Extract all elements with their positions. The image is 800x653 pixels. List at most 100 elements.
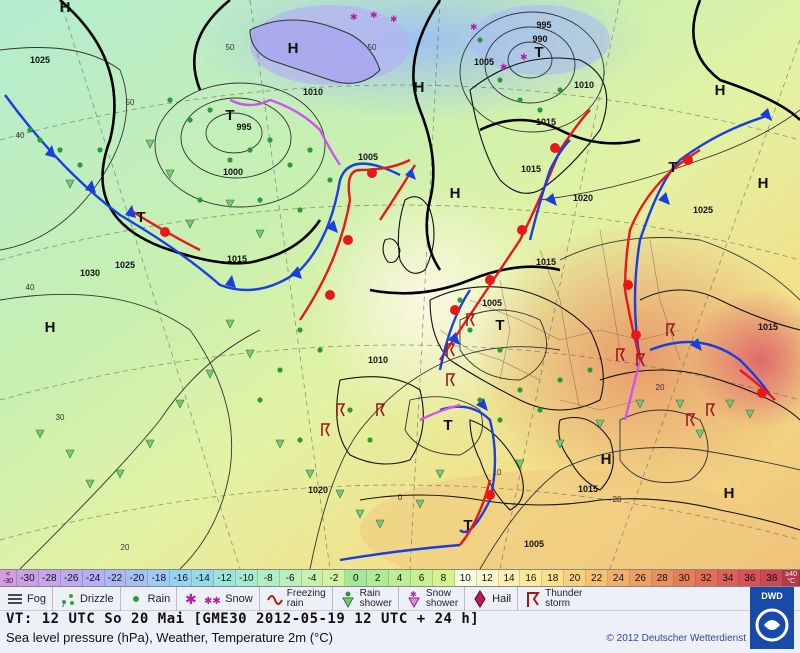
cold-front-east [633,113,771,361]
thunderstorm-symbol [376,403,386,417]
pressure-center-label: T [136,209,145,226]
occlusion [623,359,642,421]
rain-shower-icon [341,591,354,608]
fog-icon [8,593,22,604]
rain-symbol [327,177,333,183]
pressure-center-label: H [724,485,735,502]
pressure-center-label: H [601,451,612,468]
chart-subtitle: Sea level pressure (hPa), Weather, Tempe… [6,630,333,645]
rain-shower-symbol [745,409,755,419]
legend-fog-label: Fog [27,592,46,605]
colorbar-cell: 26 [629,570,652,586]
rain-shower-symbol [415,499,425,509]
snow-symbol: ✱ [350,13,358,23]
colorbar-cell: -2 [323,570,346,586]
colorbar-cell: -20 [126,570,149,586]
pressure-center-label: H [60,0,71,16]
grid-value-label: 50 [126,98,135,107]
colorbar-cell: -28 [38,570,61,586]
isobar-value-label: 1030 [80,268,100,278]
legend-rain-shower-label-2: shower [359,597,392,609]
rain-symbol [277,367,283,373]
colorbar-cell: 18 [542,570,565,586]
rain-shower-symbol [185,219,195,229]
rain-shower-symbol [205,369,215,379]
rain-symbol [557,377,563,383]
grid-value-label: 40 [26,283,35,292]
isobar-value-label: 1015 [536,257,556,267]
legend-thunderstorm-label-2: storm [545,597,571,609]
rain-shower-symbol [675,399,685,409]
colorbar-high-unit: °C [787,578,796,585]
pressure-center-label: H [758,175,769,192]
colorbar-low-sign: < [5,571,11,578]
rain-shower-symbol [175,399,185,409]
legend-rain: Rain [121,586,178,611]
rain-symbol [167,97,173,103]
rain-symbol [477,37,483,43]
legend-drizzle-label: Drizzle [79,592,114,605]
pressure-center-label: H [414,79,425,96]
copyright-text: © 2012 Deutscher Wetterdienst [606,633,746,644]
legend-snow: ✱ ✱✱ Snow [177,586,260,611]
grid-value-label: 20 [121,543,130,552]
rain-shower-symbol [85,479,95,489]
rain-symbol [77,162,83,168]
legend-thunderstorm: Thunder storm [518,587,588,611]
isobar-value-label: 1025 [693,205,713,215]
hail-icon [474,589,486,608]
grid-value-label: 50 [226,43,235,52]
rain-shower-symbol [275,439,285,449]
rain-symbol [467,327,473,333]
colorbar-high-end: ≥40 °C [783,570,800,586]
colorbar-cell: -24 [82,570,105,586]
legend-freezing-rain: Freezing rain [260,586,333,611]
svg-text:✱✱: ✱✱ [204,596,221,607]
legend-rain-shower: Rain shower [333,586,399,611]
rain-shower-symbol [65,179,75,189]
isobar-value-label: 1010 [574,80,594,90]
legend-snow-shower-label-1: Snow [425,587,451,599]
svg-text:✱: ✱ [410,590,417,599]
colorbar-cell: -10 [235,570,258,586]
isobar-value-label: 1010 [303,87,323,97]
legend-hail-label: Hail [492,592,512,605]
rain-icon [132,595,139,602]
rain-shower-symbol [225,199,235,209]
warm-front-north [299,158,411,321]
temperature-colorbar: < -30 -30 -28 -26 -24 -22 -20 -18 -16 -14 -12 -10-… [0,569,800,587]
colorbar-cell: 12 [476,570,499,586]
rain-shower-symbol [145,139,155,149]
isobar-value-label: 1005 [524,539,544,549]
rain-symbol [367,437,373,443]
legend-freezing-label-1: Freezing [286,587,326,599]
rain-shower-symbol [255,229,265,239]
rain-shower-symbol [725,399,735,409]
pressure-center-label: T [668,159,677,176]
thunderstorm-symbol [706,403,716,417]
colorbar-high-sign: ≥40 [785,571,797,578]
colorbar-cell: 30 [673,570,696,586]
rain-shower-symbol [35,429,45,439]
pressure-center-label: T [443,417,452,434]
legend-drizzle: Drizzle [53,586,121,611]
colorbar-cell: 36 [739,570,762,586]
legend-snow-label: Snow [225,592,253,605]
legend-hail: Hail [465,586,519,611]
isobar-value-label: 1005 [482,298,502,308]
colorbar-cell: 8 [432,570,455,586]
colorbar-cell: 34 [717,570,740,586]
rain-symbol [187,117,193,123]
rain-symbol [57,147,63,153]
rain-shower-symbol [435,469,445,479]
warm-area-east [470,220,800,500]
rain-symbol [477,397,483,403]
isobar-value-label: 1025 [115,260,135,270]
weather-legend: Fog Drizzle Rain ✱ ✱✱ Snow Freezing rain … [0,586,800,611]
warm-front-central [439,109,591,361]
rain-shower-symbol [245,349,255,359]
colorbar-cell: -12 [214,570,236,586]
thunderstorm-symbol [466,313,476,327]
legend-rain-shower-label-1: Rain [359,587,381,599]
